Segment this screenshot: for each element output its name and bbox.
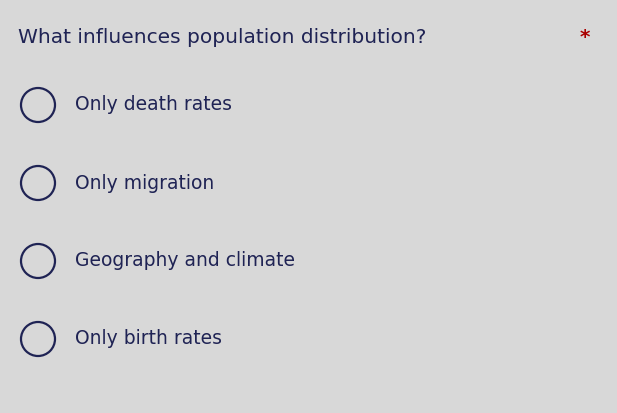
Text: Only birth rates: Only birth rates bbox=[75, 330, 222, 349]
Text: *: * bbox=[580, 28, 590, 47]
Text: What influences population distribution?: What influences population distribution? bbox=[18, 28, 433, 47]
Text: Only death rates: Only death rates bbox=[75, 95, 232, 114]
Text: Geography and climate: Geography and climate bbox=[75, 252, 295, 271]
Text: Only migration: Only migration bbox=[75, 173, 214, 192]
